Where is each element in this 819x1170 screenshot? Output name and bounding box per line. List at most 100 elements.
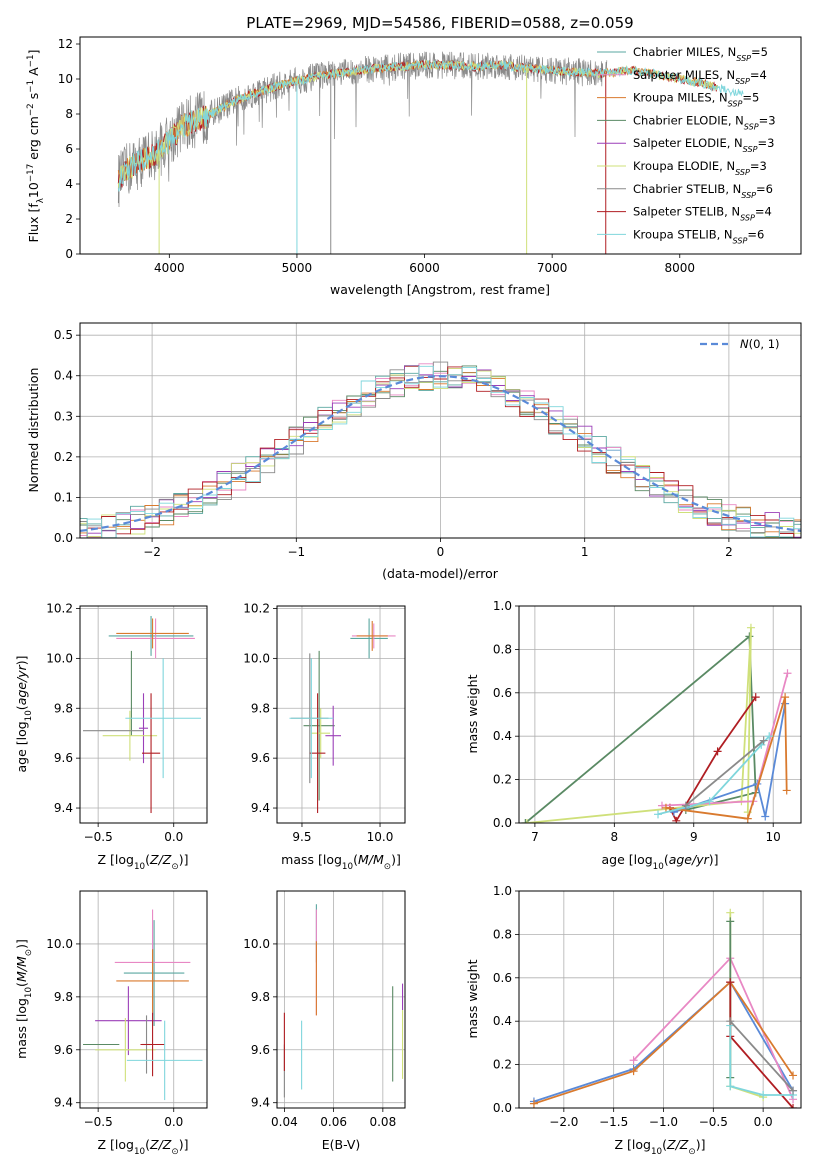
histogram-step: [80, 365, 801, 538]
weight_vs_age-plot: [521, 623, 792, 823]
y-tick-label: 0.8: [493, 642, 512, 656]
x-tick-label: 8: [611, 830, 619, 844]
histogram-step: [80, 367, 801, 538]
x-tick-label: 6000: [409, 261, 440, 275]
x-tick-label: 2: [725, 545, 733, 559]
age-mass-xlabel: mass [log10(M/M⊙)]: [281, 852, 401, 872]
x-tick-label: 0.0: [164, 830, 183, 844]
spectrum-frame: 4000 5000 6000 7000 8000 0 2 4 6 8 10 12: [58, 36, 802, 275]
mass-Z-ylabel: mass [log10(M/M⊙)]: [14, 939, 34, 1059]
histogram-step: [80, 361, 801, 538]
weight-marker: [759, 736, 768, 745]
legend-entry: Salpeter ELODIE, NSSP=3: [633, 136, 774, 154]
weight-age-ylabel: mass weight: [465, 674, 480, 753]
weight-marker: [521, 819, 530, 823]
x-tick-label: 4000: [154, 261, 185, 275]
y-tick-label: 1.0: [493, 884, 512, 898]
residuals-xlabel: (data-model)/error: [382, 566, 499, 581]
y-tick-label: 0: [65, 247, 73, 261]
x-tick-label: 0.06: [320, 1115, 347, 1129]
legend-entry: Salpeter STELIB, NSSP=4: [633, 205, 772, 223]
age_vs_mass-plot: [289, 618, 396, 814]
y-tick-label: 9.8: [251, 990, 270, 1004]
weight-line: [526, 627, 752, 823]
weight-marker: [759, 1090, 768, 1099]
y-tick-label: 9.4: [54, 1096, 73, 1110]
weight-line: [729, 1020, 794, 1092]
y-tick-label: 1.0: [493, 599, 512, 613]
x-tick-label: 0.04: [271, 1115, 298, 1129]
weight-marker: [681, 801, 690, 810]
weight-Z-xlabel: Z [log10(Z/Z⊙)]: [615, 1137, 706, 1157]
legend-entry: Salpeter MILES, NSSP=4: [633, 68, 767, 86]
legend-entry: Chabrier STELIB, NSSP=6: [633, 182, 773, 200]
weight-line: [729, 1025, 793, 1096]
y-tick-label: 12: [58, 37, 73, 51]
axes-frame: [79, 605, 208, 824]
weight-line: [533, 980, 794, 1105]
x-tick-label: −0.5: [84, 1115, 113, 1129]
y-tick-label: 0.4: [493, 729, 512, 743]
weight-marker: [789, 1086, 798, 1095]
weight-age-xlabel: age [log10(age/yr)]: [601, 852, 718, 872]
weight-marker: [713, 747, 722, 756]
mass_vs_ebv-plot: [283, 904, 404, 1098]
weight-marker: [743, 814, 752, 823]
weight-marker: [745, 632, 754, 641]
histogram-step: [80, 366, 801, 538]
weight-line: [665, 696, 788, 820]
mass_vs_Z-frame: −0.5 0.0 9.4 9.6 9.8 10.0: [46, 890, 208, 1129]
x-tick-label: −0.5: [699, 1115, 728, 1129]
legend-entry: N(0, 1): [740, 337, 780, 351]
legend-entry: Chabrier MILES, NSSP=5: [633, 45, 768, 63]
spectrum-xlabel: wavelength [Angstrom, rest frame]: [330, 282, 550, 297]
weight-marker: [726, 1082, 735, 1091]
y-tick-label: 10.0: [243, 651, 270, 665]
y-tick-label: 0.2: [54, 450, 73, 464]
y-tick-label: 10.2: [243, 601, 270, 615]
weight-marker: [705, 797, 714, 806]
y-tick-label: 10.0: [243, 937, 270, 951]
weight-line: [685, 739, 765, 807]
mass_vs_ebv-axes: [277, 891, 405, 1108]
x-tick-label: 0.0: [164, 1115, 183, 1129]
age_vs_mass-axes: [277, 606, 405, 823]
weight_vs_age-frame: 7 8 9 10 0.0 0.2 0.4 0.6 0.8 1.0: [493, 599, 802, 844]
x-tick-label: −1.5: [599, 1115, 628, 1129]
gaussian-curve: [80, 375, 801, 532]
weight-marker: [654, 810, 663, 819]
y-tick-label: 9.8: [251, 701, 270, 715]
x-tick-label: 9.5: [292, 830, 311, 844]
y-tick-label: 9.6: [54, 1043, 73, 1057]
weight-Z-ylabel: mass weight: [465, 959, 480, 1038]
y-tick-label: 6: [65, 142, 73, 156]
age_vs_mass-frame: 9.5 10.0 9.4 9.6 9.8 10.0 10.2: [243, 601, 406, 844]
age-Z-ylabel: age [log10(age/yr)]: [14, 655, 34, 772]
weight-marker: [629, 1056, 638, 1065]
x-tick-label: 8000: [664, 261, 695, 275]
residuals-plot: [80, 361, 801, 538]
y-tick-label: 0.6: [493, 971, 512, 985]
weight-marker: [751, 693, 760, 702]
x-tick-label: 0.0: [754, 1115, 773, 1129]
axes-frame: [518, 890, 802, 1109]
y-tick-label: 2: [65, 212, 73, 226]
y-tick-label: 9.4: [251, 801, 270, 815]
figure-title: PLATE=2969, MJD=54586, FIBERID=0588, z=0…: [246, 14, 633, 32]
spectrum-model-line: [117, 59, 744, 192]
y-tick-label: 0.2: [493, 773, 512, 787]
weight-line: [669, 696, 757, 823]
mass-ebv-xlabel: E(B-V): [322, 1137, 361, 1152]
weight_vs_Z-frame: −2.0 −1.5 −1.0 −0.5 0.0 0.0 0.2 0.4 0.6 0.8 1.0: [493, 884, 802, 1129]
residuals-frame: −2 −1 0 1 2 0.0 0.1 0.2 0.3 0.4 0.5: [54, 322, 802, 559]
weight_vs_Z-axes: [519, 890, 801, 1109]
spectrum-ylabel: Flux [fλ10−17 erg cm−2 s−1 A−1]: [26, 50, 46, 243]
x-tick-label: −2: [143, 545, 161, 559]
y-tick-label: 10: [58, 72, 73, 86]
legend-entry: Kroupa MILES, NSSP=5: [633, 91, 759, 109]
y-tick-label: 0.4: [54, 369, 73, 383]
y-tick-label: 0.4: [493, 1014, 512, 1028]
mass_vs_ebv-frame: 0.04 0.06 0.08 9.4 9.6 9.8 10.0: [243, 890, 406, 1129]
legend-entry: Kroupa ELODIE, NSSP=3: [633, 159, 767, 177]
y-tick-label: 0.2: [493, 1058, 512, 1072]
